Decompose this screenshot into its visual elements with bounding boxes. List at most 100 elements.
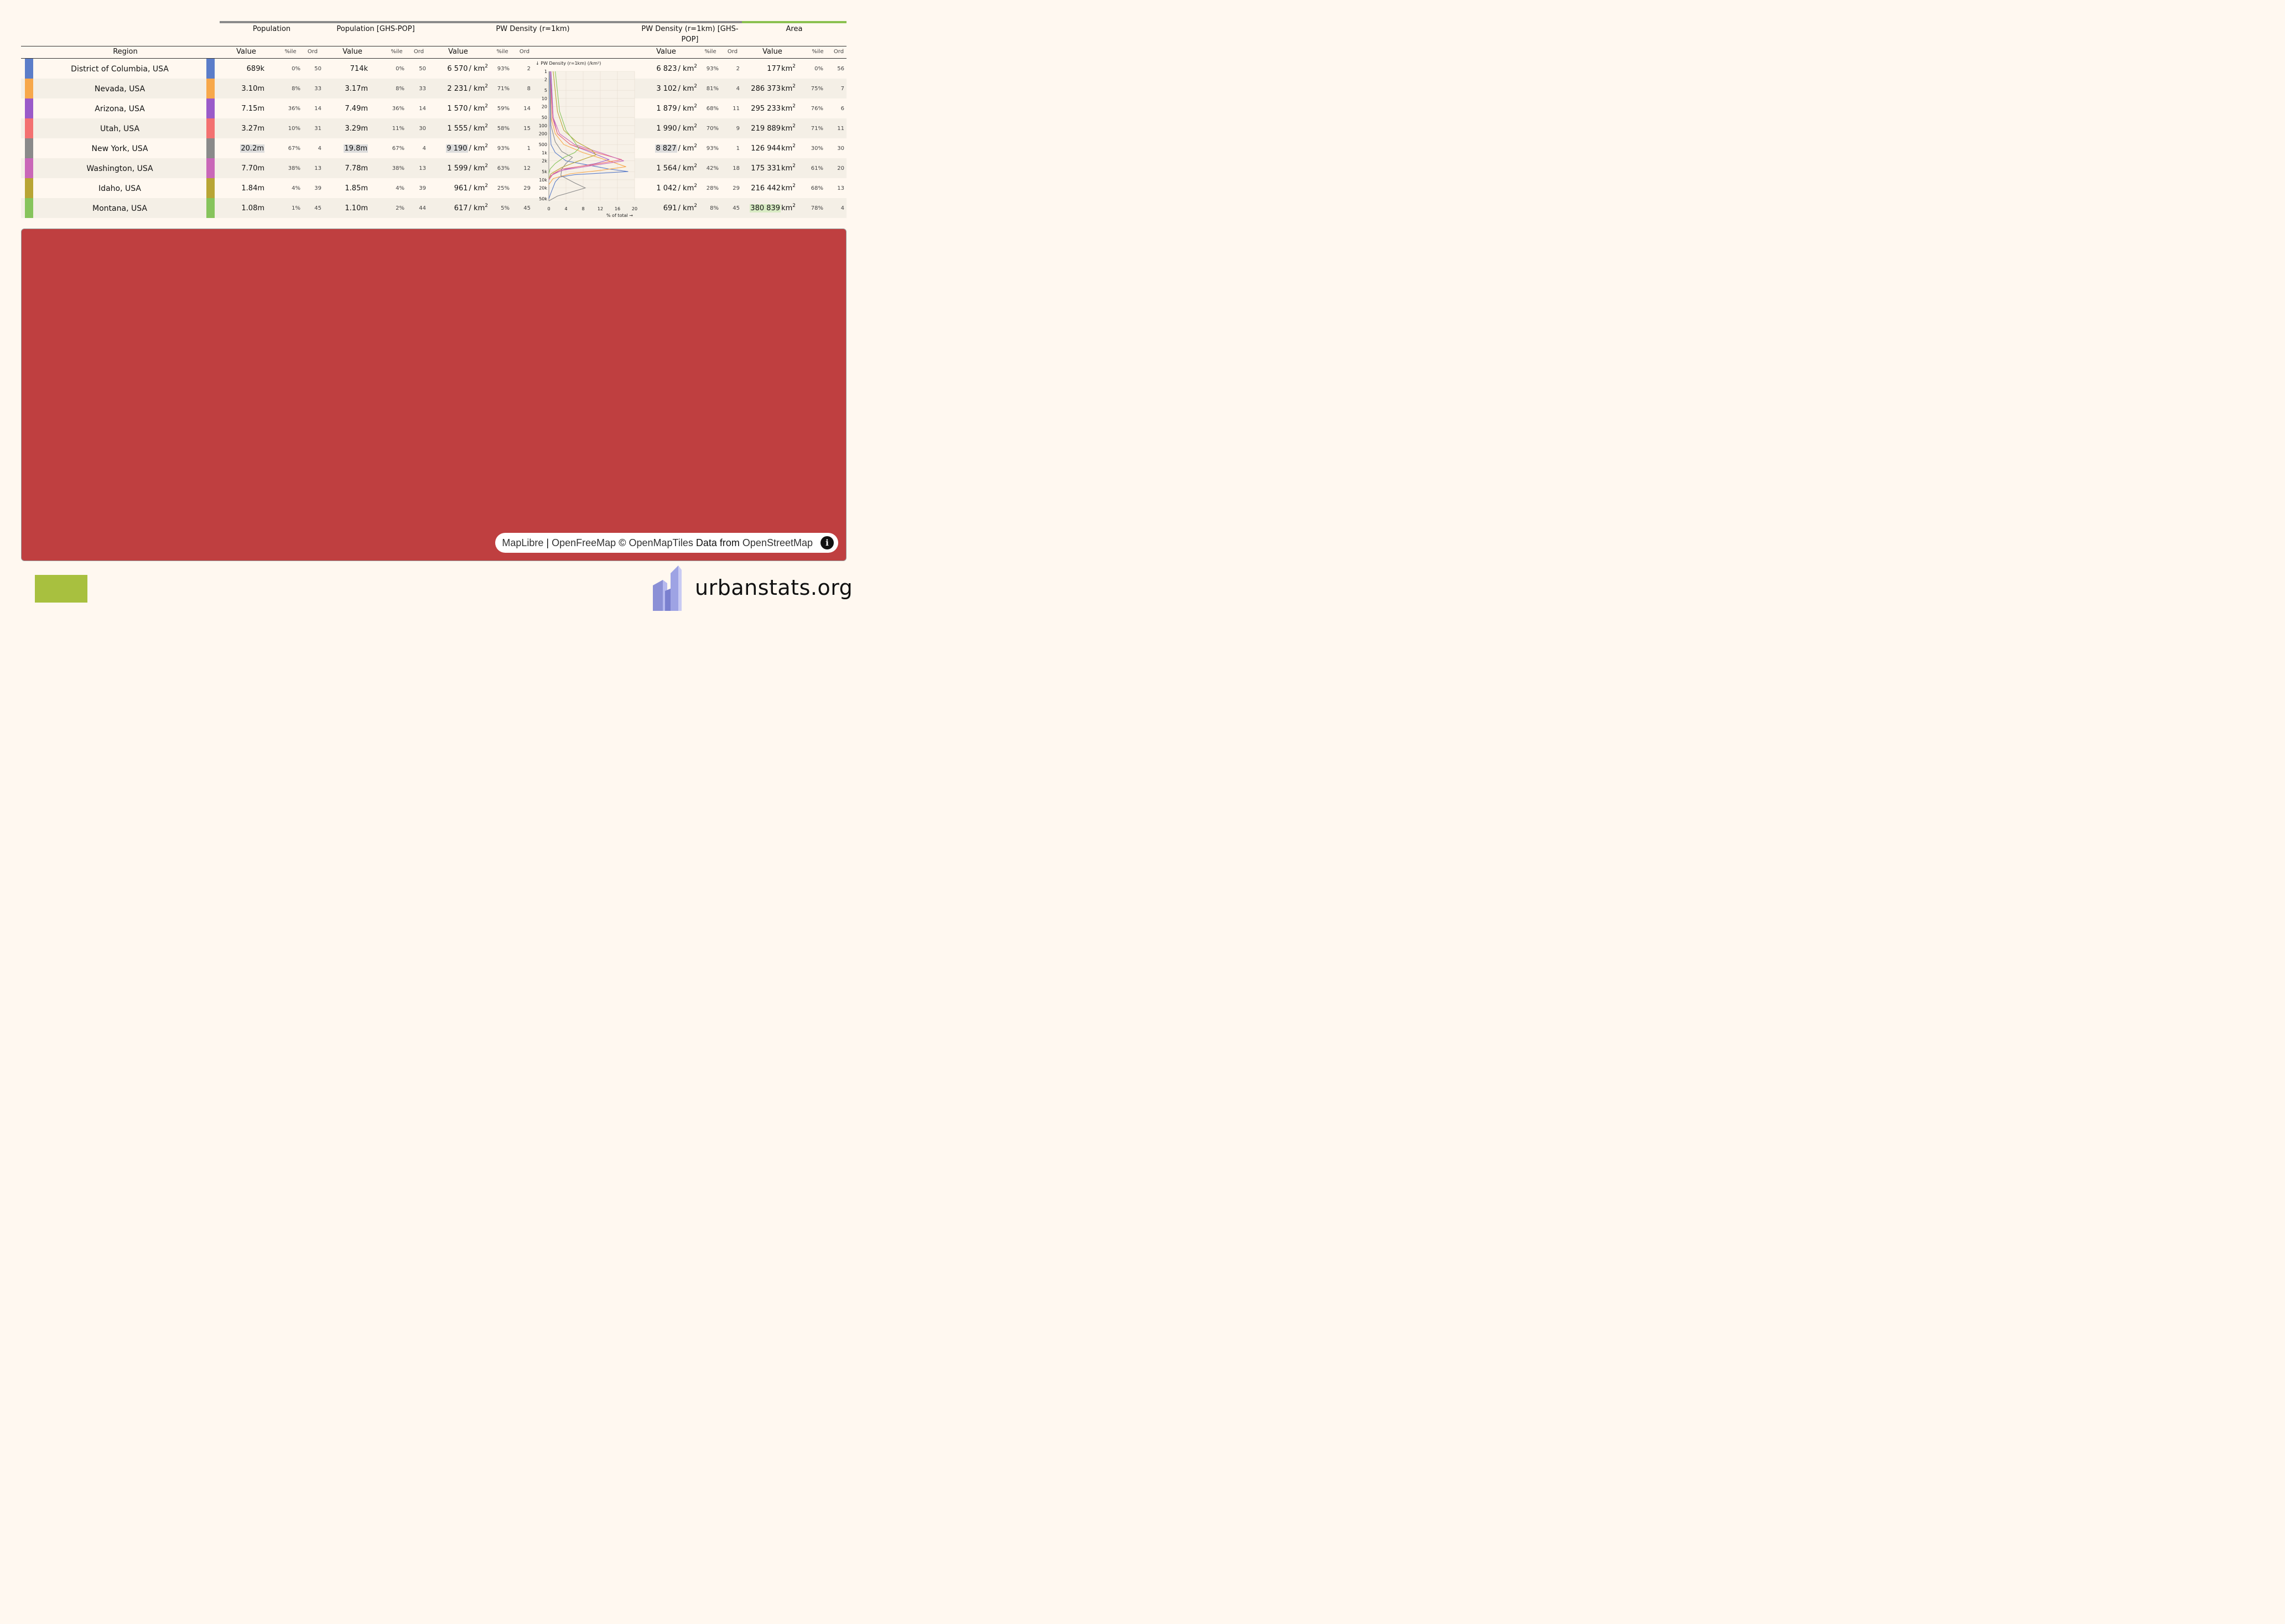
pwdg-percentile: 8% [710, 205, 719, 211]
region-name-link[interactable]: New York, USA [91, 144, 148, 153]
maplibre-link[interactable]: MapLibre [502, 537, 544, 548]
value-column-header[interactable]: Value [342, 48, 362, 56]
value-column-header[interactable]: Value [656, 48, 676, 56]
y-tick-label: 50 [542, 115, 547, 120]
unit-exponent: 2 [694, 64, 697, 69]
pop-percentile: 0% [292, 66, 300, 72]
value-number: 216 442 [751, 184, 781, 193]
value-number: 961 [454, 184, 468, 193]
x-tick-label: 0 [547, 206, 550, 211]
area-ordinal: 7 [840, 86, 844, 92]
unit-exponent: 2 [792, 163, 796, 169]
y-tick-label: 20 [542, 105, 547, 110]
pwdg-value: 691/ km2 [663, 198, 697, 218]
region-color-swatch-right [206, 178, 215, 198]
x-tick-label: 16 [615, 206, 620, 211]
table-row: New York, USA 20.2m 67% 4 19.8m 67% 4 9 190/ km… [21, 138, 847, 158]
ordinal-column-header[interactable]: Ord [727, 49, 738, 55]
value-column-header[interactable]: Value [762, 48, 782, 56]
pwd-ordinal: 12 [523, 165, 531, 172]
ghs-ordinal: 30 [419, 126, 426, 132]
openfreemap-link[interactable]: OpenFreeMap [552, 537, 616, 548]
map-view[interactable]: MapLibre | OpenFreeMap © OpenMapTiles Da… [21, 229, 847, 561]
pwdg-percentile: 81% [706, 86, 719, 92]
region-color-swatch-right [206, 138, 215, 158]
buildings-icon[interactable] [651, 563, 685, 611]
value-column-header[interactable]: Value [236, 48, 256, 56]
unit-label: / km [678, 184, 694, 193]
unit-label: km [781, 65, 793, 73]
unit-exponent: 2 [694, 183, 697, 189]
region-color-swatch-right [206, 59, 215, 79]
value-number: 7.15m [241, 105, 264, 113]
group-header[interactable]: PW Density (r=1km) [GHS-POP] [641, 25, 739, 44]
pwdg-value: 1 564/ km2 [656, 158, 697, 178]
region-name-link[interactable]: Arizona, USA [95, 105, 145, 113]
region-column-header[interactable]: Region [113, 48, 138, 56]
region-name-link[interactable]: Washington, USA [86, 164, 153, 173]
area-ordinal: 11 [837, 126, 844, 132]
percentile-column-header[interactable]: %ile [704, 49, 716, 55]
region-name-link[interactable]: Montana, USA [92, 204, 147, 213]
percentile-column-header[interactable]: %ile [284, 49, 297, 55]
ghs-percentile: 4% [396, 185, 404, 191]
pop-value: 20.2m [240, 138, 264, 158]
openstreetmap-link[interactable]: OpenStreetMap [742, 537, 813, 548]
area-ordinal: 4 [840, 205, 844, 211]
unit-label: / km [678, 124, 694, 133]
group-bar [638, 21, 742, 23]
group-header[interactable]: PW Density (r=1km) [496, 25, 570, 33]
area-percentile: 76% [811, 106, 823, 112]
region-name-link[interactable]: District of Columbia, USA [71, 65, 169, 74]
series-line [548, 71, 629, 199]
region-color-swatch-right [206, 98, 215, 118]
unit-label: / km [678, 105, 694, 113]
ghs-ordinal: 13 [419, 165, 426, 172]
color-swatch-block [35, 575, 87, 603]
region-name-link[interactable]: Utah, USA [100, 124, 140, 133]
pwdg-percentile: 93% [706, 66, 719, 72]
brand-name[interactable]: urbanstats.org [695, 575, 853, 600]
ordinal-column-header[interactable]: Ord [413, 49, 424, 55]
pop-value: 7.15m [241, 98, 264, 118]
region-name-link[interactable]: Nevada, USA [94, 85, 146, 94]
region-name-link[interactable]: Idaho, USA [98, 184, 141, 193]
percentile-column-header[interactable]: %ile [812, 49, 824, 55]
pwd-value: 961/ km2 [454, 178, 488, 198]
percentile-column-header[interactable]: %ile [391, 49, 403, 55]
ghs-value: 3.29m [345, 118, 368, 138]
value-number: 3.29m [345, 124, 368, 133]
group-bar [428, 21, 638, 23]
area-value: 175 331km2 [751, 158, 796, 178]
copyright-symbol: © [619, 537, 626, 548]
group-header[interactable]: Population [252, 25, 291, 33]
openmaptiles-link[interactable]: OpenMapTiles [629, 537, 693, 548]
pwd-ordinal: 14 [523, 106, 531, 112]
percentile-column-header[interactable]: %ile [496, 49, 508, 55]
area-ordinal: 56 [837, 66, 844, 72]
region-color-swatch-right [206, 198, 215, 218]
ghs-value: 7.78m [345, 158, 368, 178]
group-header[interactable]: Population [GHS-POP] [336, 25, 415, 33]
group-header[interactable]: Area [786, 25, 803, 33]
y-tick-label: 50k [539, 196, 547, 201]
ghs-value: 19.8m [344, 138, 368, 158]
unit-exponent: 2 [694, 143, 697, 149]
x-tick-label: 8 [581, 206, 584, 211]
value-number: 6 823 [656, 65, 677, 73]
pwd-percentile: 58% [497, 126, 510, 132]
info-icon[interactable]: i [820, 536, 834, 549]
pop-value: 1.84m [241, 178, 264, 198]
ghs-percentile: 0% [396, 66, 404, 72]
pwdg-ordinal: 11 [733, 106, 740, 112]
value-column-header[interactable]: Value [448, 48, 468, 56]
ghs-value: 1.85m [345, 178, 368, 198]
ordinal-column-header[interactable]: Ord [833, 49, 844, 55]
ordinal-column-header[interactable]: Ord [307, 49, 318, 55]
pop-value: 3.10m [241, 79, 264, 98]
ordinal-column-header[interactable]: Ord [519, 49, 530, 55]
pwdg-value: 1 990/ km2 [656, 118, 697, 138]
pop-value: 7.70m [241, 158, 264, 178]
value-number: 8 827 [655, 144, 677, 153]
table-row: District of Columbia, USA 689k 0% 50 714k 0% 5… [21, 59, 847, 79]
